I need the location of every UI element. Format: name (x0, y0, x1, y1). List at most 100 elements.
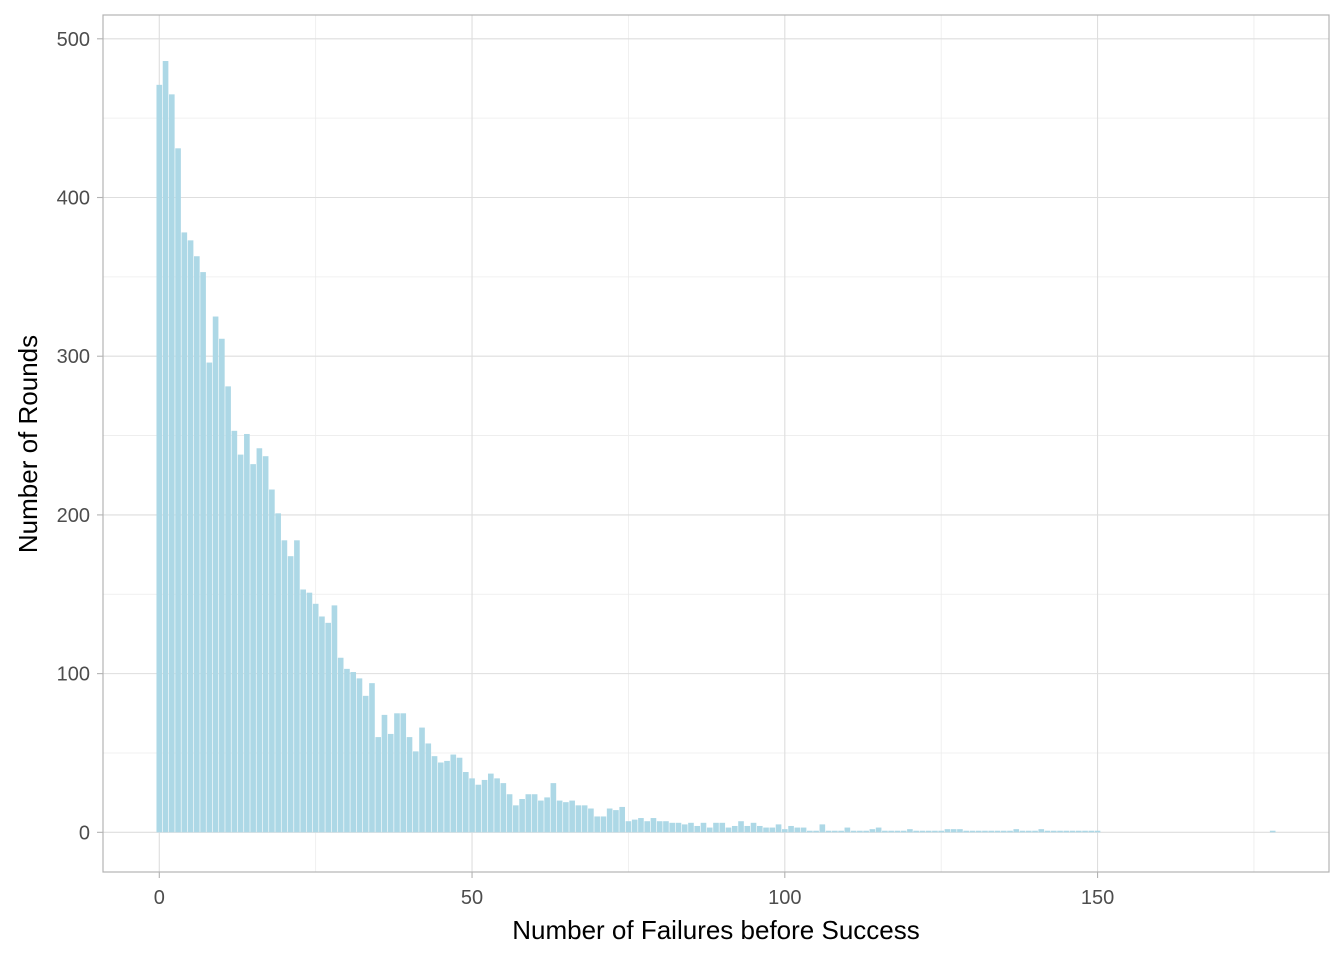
bar (832, 830, 838, 833)
bar (719, 822, 726, 833)
x-axis-ticks: 0 50 100 150 (154, 872, 1114, 909)
bar (412, 751, 419, 833)
y-axis-ticks: 0 100 200 300 400 500 (57, 29, 103, 844)
bar (800, 827, 807, 833)
bar (900, 830, 907, 833)
bar (656, 821, 663, 833)
bar (425, 743, 432, 833)
bar (481, 779, 488, 833)
y-tick-label: 200 (57, 505, 90, 527)
panel-border (102, 14, 1330, 873)
bar (913, 830, 919, 833)
bar (556, 800, 563, 833)
bar (181, 232, 188, 833)
bar (807, 830, 813, 833)
bar (869, 829, 876, 833)
bar (356, 678, 363, 833)
bar (275, 513, 281, 833)
y-tick-label: 400 (57, 188, 90, 210)
bar (594, 816, 600, 833)
bar (1025, 830, 1032, 833)
bar (744, 825, 751, 833)
bar (888, 830, 894, 833)
bar (688, 822, 694, 833)
bar (694, 825, 701, 833)
bar (325, 622, 331, 833)
bar (756, 825, 763, 833)
bar (625, 821, 632, 833)
bar (519, 798, 525, 833)
bar (588, 808, 594, 833)
bar (237, 454, 244, 833)
bar (531, 794, 538, 833)
bar (225, 386, 231, 833)
bar (162, 61, 169, 833)
x-axis-title: Number of Failures before Success (512, 915, 920, 945)
x-tick-label: 150 (1081, 887, 1114, 909)
bar (731, 825, 738, 833)
bar (638, 818, 644, 833)
bar (769, 827, 776, 833)
bar (287, 556, 294, 833)
bar (644, 821, 651, 833)
bar (219, 338, 225, 833)
bar (1007, 830, 1013, 833)
bar (606, 808, 613, 833)
bar (437, 762, 444, 833)
bar (400, 713, 407, 833)
bar (406, 737, 413, 833)
bar (494, 778, 500, 833)
bar (306, 592, 313, 833)
bar (894, 830, 901, 833)
bar (988, 830, 995, 833)
bar (1013, 829, 1020, 833)
bar (168, 94, 175, 833)
bar (1094, 830, 1101, 833)
bar (206, 362, 213, 833)
y-axis-title: Number of Rounds (13, 335, 43, 553)
y-tick-label: 0 (79, 822, 90, 844)
bar (663, 821, 669, 833)
bar (857, 830, 863, 833)
bar (750, 822, 757, 833)
bar (1019, 830, 1026, 833)
bar (613, 810, 619, 833)
bar (331, 605, 338, 833)
bar (957, 829, 963, 833)
bar (775, 824, 782, 833)
bar (994, 830, 1001, 833)
bar (1038, 829, 1045, 833)
bar (294, 540, 300, 833)
bar (850, 830, 857, 833)
bar (675, 822, 682, 833)
bar (1000, 830, 1007, 833)
bars (156, 61, 1276, 833)
bar (975, 830, 982, 833)
bar (950, 829, 957, 833)
x-tick-label: 0 (154, 887, 165, 909)
bar (513, 805, 519, 833)
bar (300, 589, 306, 833)
bar (381, 714, 388, 833)
bar (231, 430, 238, 833)
bar (488, 773, 494, 833)
bar (344, 668, 350, 833)
bar (538, 800, 544, 833)
bar (669, 822, 676, 833)
bar (794, 827, 801, 833)
bar (469, 778, 475, 833)
bar (1050, 830, 1057, 833)
bar (838, 830, 844, 833)
y-tick-label: 100 (57, 664, 90, 686)
bar (813, 830, 819, 833)
bar (544, 797, 550, 833)
bar (631, 819, 638, 833)
bar (456, 757, 463, 833)
bar (1057, 830, 1063, 833)
bar (1082, 830, 1088, 833)
bar (212, 316, 219, 833)
bar (944, 829, 951, 833)
bar (925, 830, 932, 833)
bar (788, 825, 794, 833)
